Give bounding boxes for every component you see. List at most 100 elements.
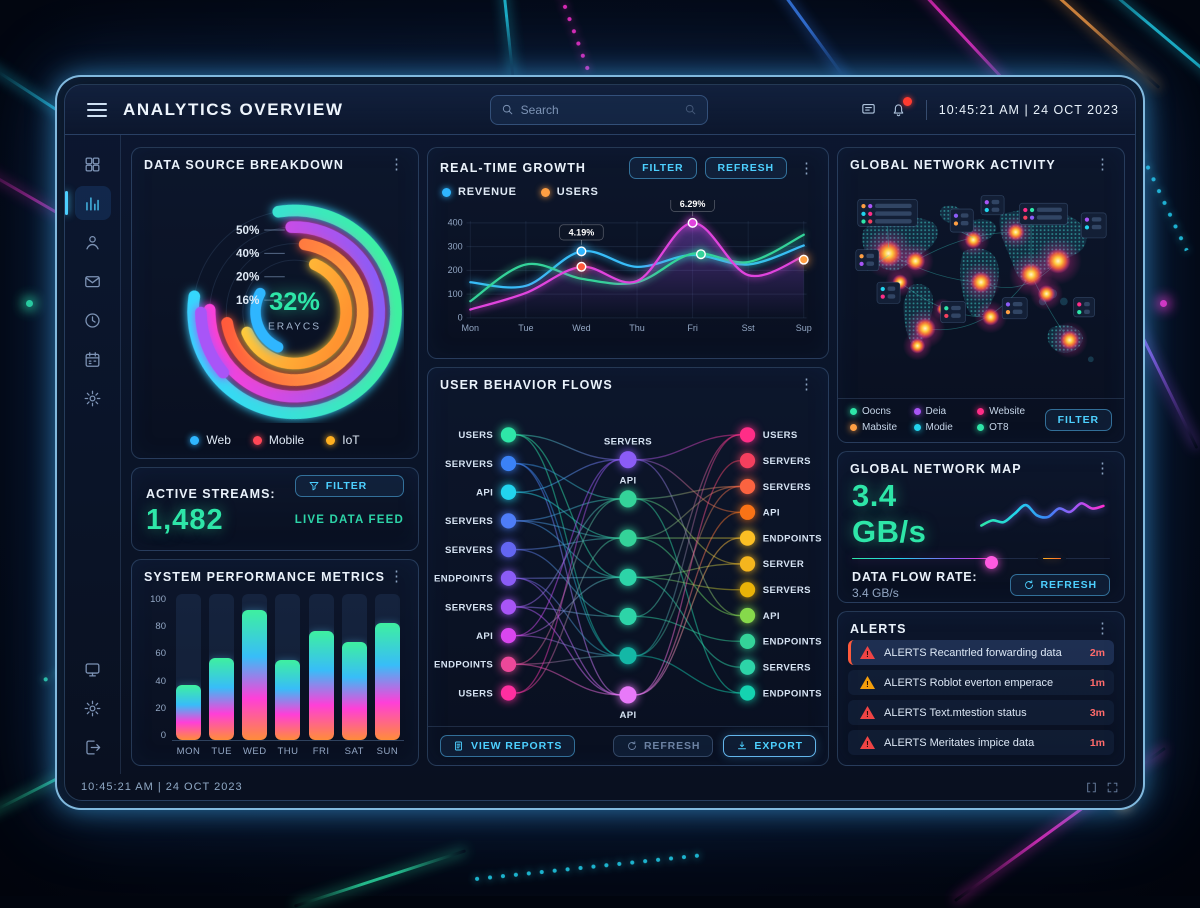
filter-button[interactable]: FILTER bbox=[629, 157, 696, 179]
legend-dot bbox=[850, 408, 857, 415]
flow-progress-bar bbox=[852, 558, 1110, 559]
notifications-button[interactable] bbox=[884, 95, 914, 125]
kebab-menu-icon[interactable]: ⋮ bbox=[387, 569, 406, 584]
bar[interactable] bbox=[375, 594, 400, 740]
search-box[interactable] bbox=[490, 95, 708, 125]
legend-item: IoT bbox=[326, 433, 359, 447]
sidebar-item-user[interactable] bbox=[75, 225, 111, 259]
filter-button[interactable]: FILTER bbox=[295, 475, 404, 497]
legend-label: Website bbox=[989, 406, 1025, 417]
background-streak bbox=[496, 0, 515, 76]
panel-title: USER BEHAVIOR FLOWS bbox=[440, 378, 613, 392]
svg-text:Fri: Fri bbox=[687, 323, 698, 333]
svg-text:20%: 20% bbox=[236, 270, 260, 283]
legend-label: REVENUE bbox=[458, 186, 517, 198]
alert-text: ALERTS Roblot everton emperace bbox=[884, 677, 1081, 689]
filter-button[interactable]: FILTER bbox=[1045, 409, 1112, 431]
kebab-menu-icon[interactable]: ⋮ bbox=[797, 377, 816, 392]
active-streams-label: ACTIVE STREAMS: bbox=[146, 487, 287, 501]
sidebar-item-logout[interactable] bbox=[75, 730, 111, 764]
refresh-button[interactable]: REFRESH bbox=[1010, 574, 1110, 596]
svg-text:API: API bbox=[476, 488, 493, 499]
legend-item: USERS bbox=[541, 186, 599, 198]
kebab-menu-icon[interactable]: ⋮ bbox=[387, 157, 406, 172]
svg-text:Thu: Thu bbox=[629, 323, 645, 333]
background-dots bbox=[547, 0, 593, 78]
legend-label: Deia bbox=[926, 406, 947, 417]
refresh-icon bbox=[1023, 579, 1035, 591]
sankey-flow-chart: USERSSERVERSAPISERVERSSERVERSENDPOINTSSE… bbox=[432, 398, 824, 726]
svg-text:SERVERS: SERVERS bbox=[604, 436, 652, 447]
search-input[interactable] bbox=[521, 103, 677, 117]
sidebar-item-bar-chart[interactable] bbox=[75, 186, 111, 220]
messages-button[interactable] bbox=[854, 95, 884, 125]
bar[interactable] bbox=[309, 594, 334, 740]
svg-text:ENDPOINTS: ENDPOINTS bbox=[763, 637, 822, 648]
sidebar-item-gear[interactable] bbox=[75, 691, 111, 725]
refresh-button[interactable]: REFRESH bbox=[613, 735, 713, 757]
svg-text:SERVER: SERVER bbox=[763, 559, 804, 570]
alert-text: ALERTS Meritates impice data bbox=[884, 737, 1081, 749]
legend-dot bbox=[253, 436, 262, 445]
sidebar-item-mail[interactable] bbox=[75, 264, 111, 298]
svg-text:Sup: Sup bbox=[796, 323, 812, 333]
legend-item: Modie bbox=[914, 422, 974, 433]
sidebar-item-clock[interactable] bbox=[75, 303, 111, 337]
fullscreen-icon[interactable] bbox=[1106, 781, 1119, 794]
sidebar-item-monitor[interactable] bbox=[75, 652, 111, 686]
svg-text:200: 200 bbox=[448, 265, 463, 275]
kebab-menu-icon[interactable]: ⋮ bbox=[797, 161, 816, 176]
legend-label: USERS bbox=[557, 186, 599, 198]
x-tick-label: THU bbox=[275, 746, 300, 757]
sidebar-item-calendar[interactable] bbox=[75, 342, 111, 376]
svg-text:6.29%: 6.29% bbox=[680, 200, 706, 209]
content-area: DATA SOURCE BREAKDOWN ⋮ 50%40%20%16%32%E… bbox=[121, 135, 1135, 774]
kebab-menu-icon[interactable]: ⋮ bbox=[1093, 621, 1112, 636]
menu-icon[interactable] bbox=[87, 103, 107, 117]
mail-icon bbox=[83, 272, 102, 291]
bar[interactable] bbox=[209, 594, 234, 740]
panels-icon[interactable] bbox=[1085, 781, 1098, 794]
kebab-menu-icon[interactable]: ⋮ bbox=[1093, 461, 1112, 476]
x-tick-label: SUN bbox=[375, 746, 400, 757]
view-reports-button[interactable]: VIEW REPORTS bbox=[440, 735, 575, 757]
status-time: 10:45:21 AM | 24 OCT 2023 bbox=[81, 781, 243, 793]
background-streak bbox=[294, 849, 466, 907]
bar[interactable] bbox=[242, 594, 267, 740]
monitor-icon bbox=[83, 660, 102, 679]
panel-title: SYSTEM PERFORMANCE METRICS bbox=[144, 570, 385, 584]
svg-text:ENDPOINTS: ENDPOINTS bbox=[434, 660, 493, 671]
line-chart-legend: REVENUE USERS bbox=[428, 185, 828, 200]
legend-item: Website bbox=[977, 406, 1037, 417]
sidebar-item-grid[interactable] bbox=[75, 147, 111, 181]
svg-text:API: API bbox=[619, 710, 636, 721]
progress-gradient-segment bbox=[852, 558, 991, 559]
document-icon bbox=[453, 740, 465, 752]
dashboard-screen: ANALYTICS OVERVIEW 10:45:21 AM | 24 OCT … bbox=[64, 84, 1136, 801]
svg-text:Sst: Sst bbox=[742, 323, 756, 333]
legend-dot bbox=[914, 424, 921, 431]
sparkline-chart bbox=[975, 492, 1110, 536]
refresh-button[interactable]: REFRESH bbox=[705, 157, 787, 179]
data-rate-value: 3.4 GB/s bbox=[852, 478, 975, 550]
bar[interactable] bbox=[275, 594, 300, 740]
export-button[interactable]: EXPORT bbox=[723, 735, 816, 757]
bar[interactable] bbox=[342, 594, 367, 740]
bar[interactable] bbox=[176, 594, 201, 740]
svg-text:USERS: USERS bbox=[458, 688, 493, 699]
bar-chart-icon bbox=[83, 194, 102, 213]
sidebar-item-gear[interactable] bbox=[75, 381, 111, 415]
kebab-menu-icon[interactable]: ⋮ bbox=[1093, 157, 1112, 172]
panel-global-network-map: GLOBAL NETWORK MAP ⋮ 3.4 GB/s bbox=[837, 451, 1125, 603]
svg-text:SERVERS: SERVERS bbox=[763, 585, 811, 596]
y-tick-label: 20 bbox=[146, 703, 166, 714]
grid-icon bbox=[83, 155, 102, 174]
